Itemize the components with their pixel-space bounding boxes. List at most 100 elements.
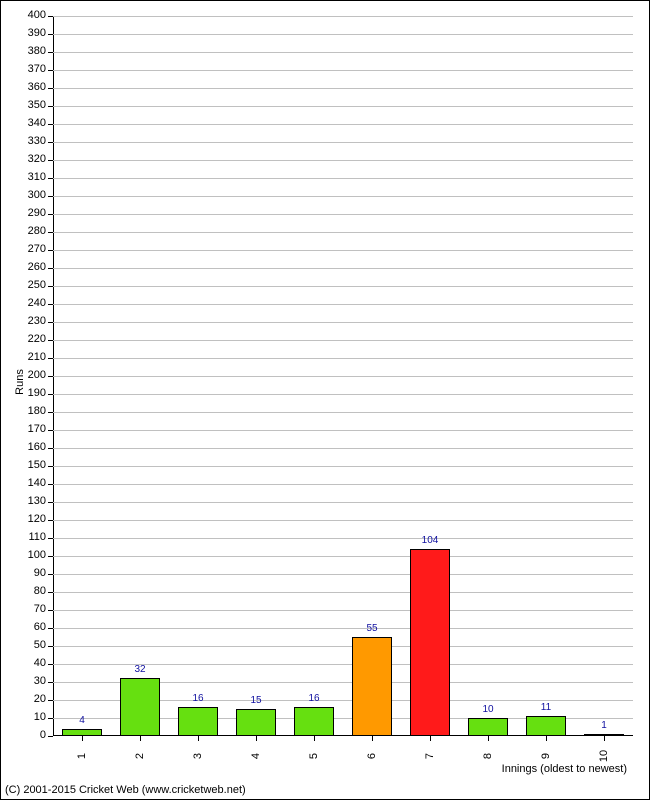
- y-tick-mark: [48, 466, 53, 467]
- y-tick-label: 340: [18, 117, 46, 129]
- gridline: [53, 340, 633, 341]
- y-tick-mark: [48, 160, 53, 161]
- gridline: [53, 556, 633, 557]
- y-tick-mark: [48, 736, 53, 737]
- y-tick-mark: [48, 106, 53, 107]
- x-tick-mark: [314, 736, 315, 741]
- gridline: [53, 628, 633, 629]
- gridline: [53, 466, 633, 467]
- gridline: [53, 646, 633, 647]
- gridline: [53, 394, 633, 395]
- gridline: [53, 178, 633, 179]
- y-tick-label: 190: [18, 387, 46, 399]
- y-tick-label: 120: [18, 513, 46, 525]
- y-tick-mark: [48, 538, 53, 539]
- y-tick-label: 0: [18, 729, 46, 741]
- gridline: [53, 286, 633, 287]
- gridline: [53, 268, 633, 269]
- y-tick-label: 130: [18, 495, 46, 507]
- bar-value-label: 4: [79, 715, 85, 726]
- x-tick-label: 7: [424, 748, 436, 764]
- y-tick-label: 400: [18, 9, 46, 21]
- y-tick-label: 70: [18, 603, 46, 615]
- y-tick-mark: [48, 376, 53, 377]
- y-tick-mark: [48, 664, 53, 665]
- y-tick-label: 200: [18, 369, 46, 381]
- y-tick-mark: [48, 52, 53, 53]
- y-tick-label: 330: [18, 135, 46, 147]
- gridline: [53, 142, 633, 143]
- gridline: [53, 304, 633, 305]
- plot-area: 4321615165510410111: [53, 16, 633, 736]
- y-tick-mark: [48, 34, 53, 35]
- y-tick-label: 140: [18, 477, 46, 489]
- y-tick-mark: [48, 88, 53, 89]
- y-tick-mark: [48, 610, 53, 611]
- y-tick-label: 40: [18, 657, 46, 669]
- y-tick-mark: [48, 484, 53, 485]
- y-tick-label: 20: [18, 693, 46, 705]
- x-tick-mark: [488, 736, 489, 741]
- gridline: [53, 232, 633, 233]
- y-tick-mark: [48, 574, 53, 575]
- gridline: [53, 448, 633, 449]
- gridline: [53, 430, 633, 431]
- bar-value-label: 104: [422, 535, 439, 546]
- bar: [294, 707, 333, 736]
- y-tick-mark: [48, 340, 53, 341]
- gridline: [53, 322, 633, 323]
- x-tick-label: 5: [308, 748, 320, 764]
- x-tick-mark: [372, 736, 373, 741]
- x-tick-label: 8: [482, 748, 494, 764]
- bar: [526, 716, 565, 736]
- x-tick-mark: [256, 736, 257, 741]
- gridline: [53, 88, 633, 89]
- y-tick-label: 50: [18, 639, 46, 651]
- gridline: [53, 376, 633, 377]
- y-tick-label: 220: [18, 333, 46, 345]
- y-tick-mark: [48, 682, 53, 683]
- bar-value-label: 55: [366, 623, 377, 634]
- gridline: [53, 592, 633, 593]
- bar-value-label: 15: [250, 695, 261, 706]
- y-tick-mark: [48, 214, 53, 215]
- bar-value-label: 16: [192, 693, 203, 704]
- y-tick-mark: [48, 232, 53, 233]
- x-tick-label: 9: [540, 748, 552, 764]
- gridline: [53, 574, 633, 575]
- x-tick-mark: [198, 736, 199, 741]
- y-tick-label: 160: [18, 441, 46, 453]
- y-tick-label: 180: [18, 405, 46, 417]
- bar: [62, 729, 101, 736]
- x-tick-label: 6: [366, 748, 378, 764]
- x-tick-label: 10: [598, 748, 610, 764]
- y-tick-label: 270: [18, 243, 46, 255]
- gridline: [53, 538, 633, 539]
- y-tick-label: 300: [18, 189, 46, 201]
- y-tick-label: 360: [18, 81, 46, 93]
- y-tick-mark: [48, 412, 53, 413]
- y-tick-label: 380: [18, 45, 46, 57]
- y-tick-label: 30: [18, 675, 46, 687]
- y-tick-label: 280: [18, 225, 46, 237]
- chart-container: 4321615165510410111 Runs Innings (oldest…: [0, 0, 650, 800]
- bar-value-label: 11: [541, 702, 551, 713]
- y-tick-label: 260: [18, 261, 46, 273]
- bar: [352, 637, 391, 736]
- y-tick-mark: [48, 124, 53, 125]
- gridline: [53, 160, 633, 161]
- y-tick-label: 150: [18, 459, 46, 471]
- y-tick-mark: [48, 700, 53, 701]
- y-tick-label: 170: [18, 423, 46, 435]
- gridline: [53, 484, 633, 485]
- y-tick-label: 320: [18, 153, 46, 165]
- y-tick-label: 80: [18, 585, 46, 597]
- y-tick-mark: [48, 358, 53, 359]
- y-tick-label: 350: [18, 99, 46, 111]
- y-tick-mark: [48, 322, 53, 323]
- y-tick-mark: [48, 430, 53, 431]
- y-tick-label: 250: [18, 279, 46, 291]
- y-tick-mark: [48, 70, 53, 71]
- x-tick-label: 3: [192, 748, 204, 764]
- y-tick-mark: [48, 142, 53, 143]
